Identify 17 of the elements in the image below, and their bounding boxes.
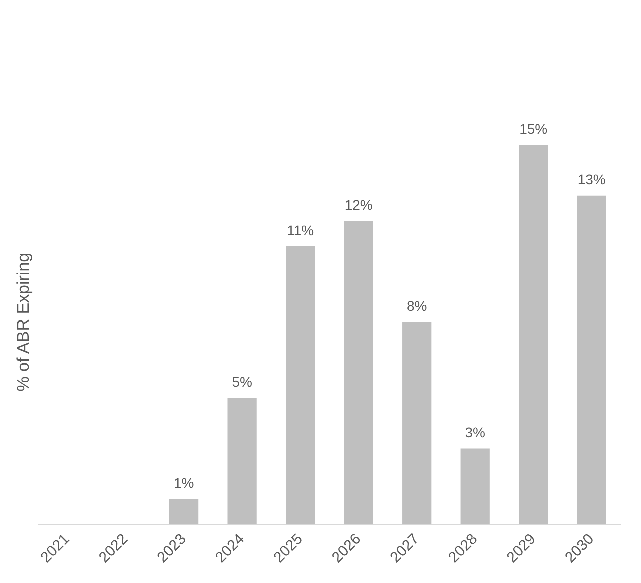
bar [286, 246, 316, 525]
bar [402, 322, 432, 525]
bar [228, 398, 257, 525]
bar [577, 196, 606, 525]
bar [169, 499, 199, 525]
data-label: 11% [287, 222, 314, 238]
bar [460, 448, 490, 525]
data-label: 13% [578, 172, 606, 188]
y-axis-title: % of ABR Expiring [14, 252, 33, 392]
data-label: 5% [232, 374, 252, 390]
data-label: 1% [174, 475, 194, 492]
bar [344, 221, 374, 525]
data-label: 8% [406, 298, 428, 314]
bar [519, 145, 548, 525]
data-label: 3% [465, 424, 486, 441]
data-label: 12% [344, 197, 373, 214]
data-label: 15% [520, 121, 548, 138]
